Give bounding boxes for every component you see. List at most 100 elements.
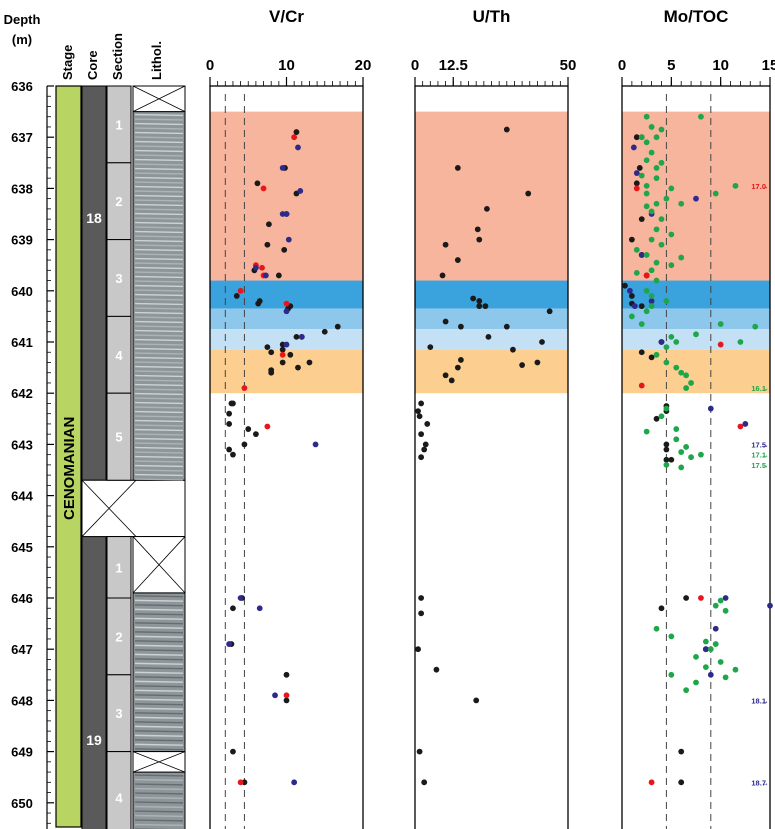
data-point-black <box>295 364 301 371</box>
lithology-column <box>132 85 186 829</box>
panel-title: Mo/TOC <box>664 7 729 26</box>
data-point-green <box>683 687 690 694</box>
core-label: 19 <box>86 732 102 748</box>
lithology-texture <box>134 199 184 202</box>
lithology-texture <box>134 194 184 198</box>
lithology-texture <box>134 716 184 719</box>
offscale-arrow-icon: → <box>761 440 769 449</box>
section-label: 3 <box>115 271 122 286</box>
depth-tick-label: 642 <box>11 386 33 401</box>
depth-zone <box>622 329 770 350</box>
section-label: 1 <box>115 117 122 132</box>
depth-zone <box>415 280 568 309</box>
data-point-green <box>643 139 650 146</box>
offscale-value: 18.7 <box>751 778 766 787</box>
lithology-texture <box>134 698 184 701</box>
lithology-texture <box>134 190 184 193</box>
data-point-black <box>519 362 525 368</box>
data-point-green <box>653 200 660 207</box>
lithology-texture <box>134 275 184 279</box>
data-point-black <box>283 671 290 678</box>
data-point-green <box>668 333 675 340</box>
data-point-green <box>673 426 680 432</box>
data-point-black <box>482 303 489 310</box>
data-point-green <box>717 321 724 327</box>
lithology-texture <box>134 703 184 706</box>
lithology-texture <box>134 604 184 607</box>
stage-column-header: Stage <box>60 45 75 80</box>
data-point-green <box>643 428 650 435</box>
lithology-texture <box>134 370 184 373</box>
data-point-blue <box>638 252 645 258</box>
data-point-green <box>658 159 665 166</box>
data-point-green <box>722 607 729 614</box>
data-point-green <box>653 226 660 233</box>
offscale-arrow-icon: → <box>761 461 769 470</box>
data-point-red <box>737 423 744 430</box>
data-point-green <box>668 671 675 678</box>
data-point-green <box>658 413 665 420</box>
depth-tick-label: 636 <box>11 79 33 94</box>
depth-tick-label: 639 <box>11 233 33 248</box>
data-point-red <box>638 382 645 389</box>
data-point-black <box>334 323 341 330</box>
section-label: 1 <box>115 560 122 575</box>
lithology-texture <box>134 329 184 333</box>
data-point-green <box>717 597 724 604</box>
data-point-green <box>638 321 645 327</box>
lithology-texture <box>134 451 184 454</box>
lithology-texture <box>134 253 184 256</box>
lithology-texture <box>134 667 184 670</box>
stage-bar <box>55 85 82 828</box>
section-label: 2 <box>115 194 122 209</box>
lithology-texture <box>134 810 184 813</box>
depth-zone <box>415 111 568 281</box>
offscale-value: 17.0 <box>751 182 766 191</box>
data-point-black <box>230 605 236 612</box>
lithology-texture <box>134 671 184 674</box>
lithology-column-header: Lithol. <box>149 41 164 80</box>
data-point-red <box>264 423 271 430</box>
data-point-black <box>633 134 640 141</box>
data-point-blue <box>298 333 305 340</box>
lithology-texture <box>134 694 184 697</box>
data-point-green <box>643 190 650 197</box>
section-bar <box>106 751 132 829</box>
lithology-texture <box>134 271 184 274</box>
data-point-black <box>418 400 425 407</box>
offscale-arrow-icon: → <box>761 384 769 393</box>
lithology-texture <box>134 289 184 292</box>
offscale-value: 18.1 <box>751 696 766 705</box>
data-point-green <box>653 625 660 632</box>
offscale-value: 16.1 <box>751 384 766 393</box>
data-point-black <box>470 295 477 302</box>
data-point-blue <box>648 298 655 304</box>
section-bar <box>106 392 132 481</box>
data-point-green <box>678 449 685 455</box>
data-point-green <box>673 339 680 345</box>
data-point-green <box>678 369 685 376</box>
lithology-texture <box>134 140 184 144</box>
depth-tick-label: 650 <box>11 796 33 811</box>
data-point-black <box>648 354 655 361</box>
lithology-texture <box>134 617 184 620</box>
lithology-texture <box>134 748 184 751</box>
data-point-black <box>418 595 425 601</box>
depth-tick-label: 647 <box>11 642 33 657</box>
data-point-green <box>658 216 665 223</box>
lithology-texture <box>134 774 184 777</box>
data-point-green <box>722 674 729 681</box>
data-point-black <box>510 346 516 353</box>
data-point-black <box>476 298 483 304</box>
lithology-texture <box>134 212 184 216</box>
data-point-black <box>663 456 670 463</box>
data-point-black <box>264 344 271 351</box>
lithology-missing-cross <box>132 85 186 112</box>
lithology-texture <box>134 320 184 324</box>
data-point-black <box>226 446 233 453</box>
depth-zone <box>415 329 568 350</box>
data-point-black <box>281 246 288 253</box>
section-bar <box>106 536 132 599</box>
panel-title: U/Th <box>473 7 511 26</box>
data-point-red <box>237 779 244 786</box>
